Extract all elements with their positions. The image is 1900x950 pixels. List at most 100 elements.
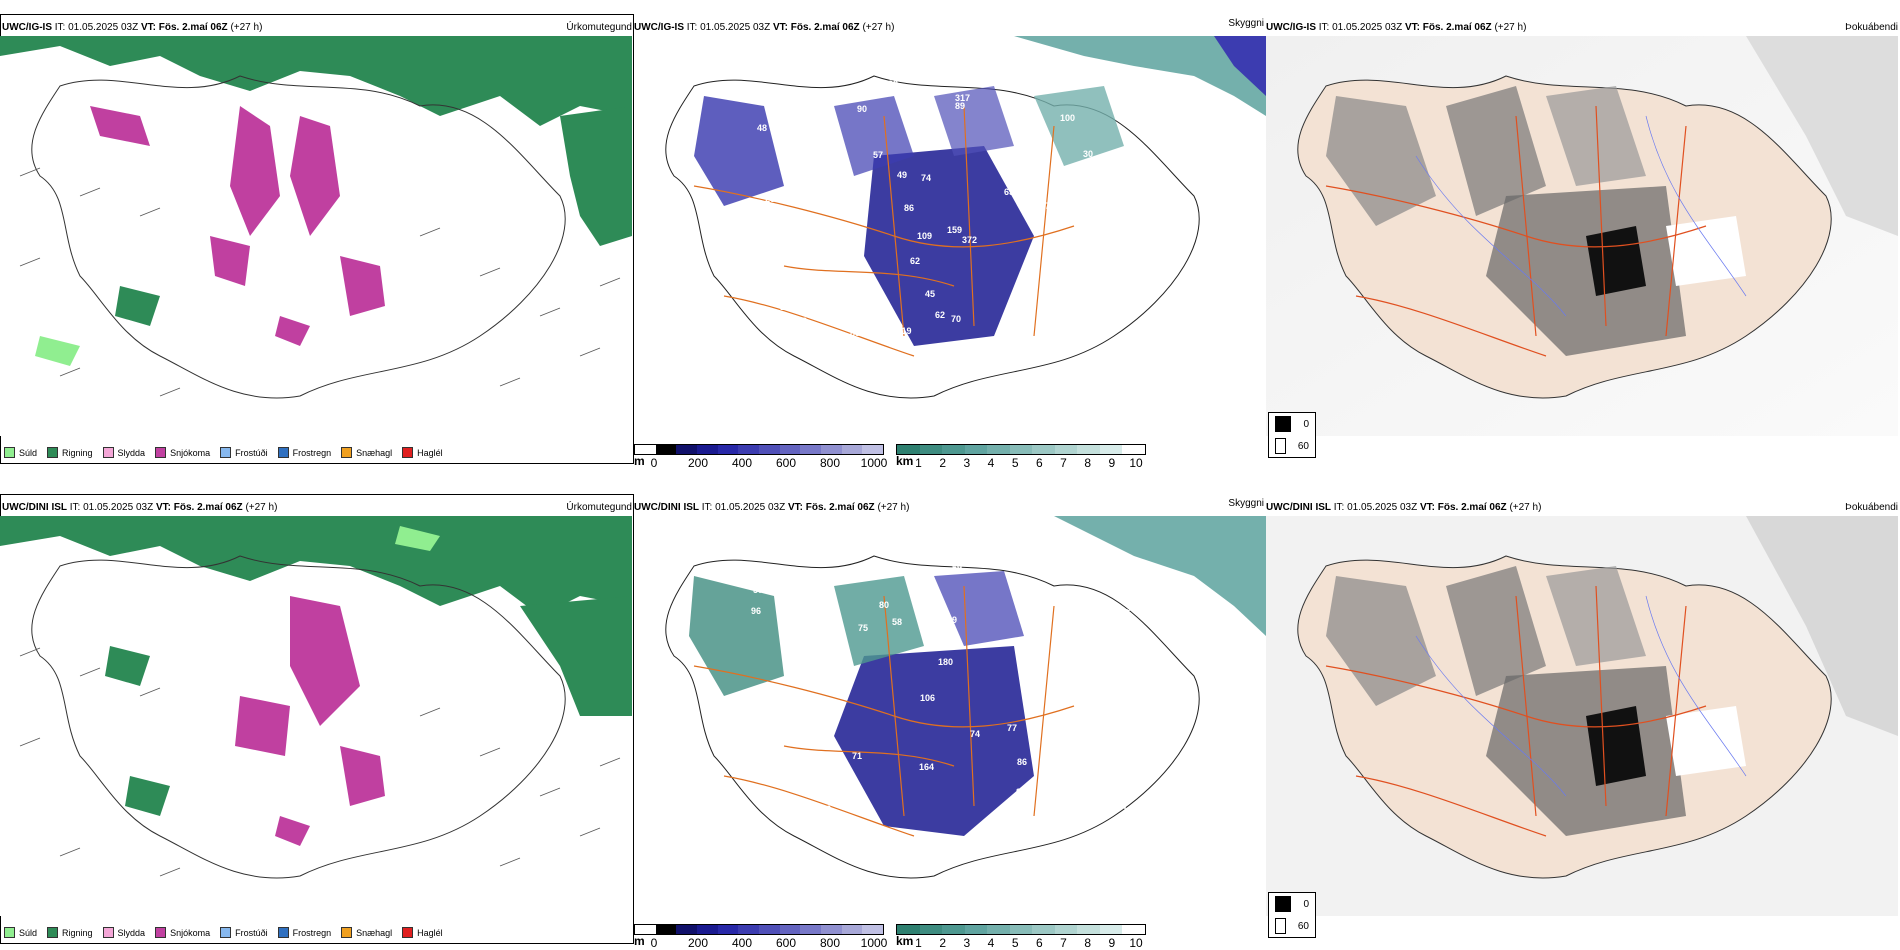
- colorbar-cell: [1122, 445, 1146, 454]
- colorbar-cell: [1032, 445, 1055, 454]
- visibility-value-label: 267: [1023, 585, 1038, 595]
- colorbar-cell: [1009, 925, 1033, 934]
- visibility-value-label: 93: [843, 89, 853, 99]
- init-time: 01.05.2025 03Z: [715, 502, 786, 513]
- visibility-value-label: 114: [883, 82, 898, 92]
- visibility-map: 71 73 65 89 85 91 96 86 119 239 70 62 54 80 66 159 93 45 6…: [634, 36, 1266, 436]
- legend-item: Snjókoma: [155, 447, 210, 458]
- visibility-value-label: 199: [846, 323, 861, 333]
- visibility-panel-row2: UWC/DINI ISL IT: 01.05.2025 03Z VT: Fös.…: [634, 494, 1266, 950]
- colorbar-ticks: 1 2 3 4 5 6 7 8 9 10: [896, 455, 1146, 470]
- visibility-value-label: 90: [857, 104, 867, 114]
- colorbar-tick-label: 4: [987, 456, 995, 470]
- legend-swatch: [341, 447, 353, 458]
- colorbar-tick-label: 6: [1035, 456, 1043, 470]
- visibility-value-label: 180: [938, 657, 953, 667]
- visibility-value-label: 74: [921, 173, 931, 183]
- colorbar-cell: [1099, 445, 1123, 454]
- fog-legend-item: 0: [1269, 413, 1315, 435]
- lead-time: (+27 h): [862, 22, 895, 33]
- model-name: UWC/DINI ISL: [634, 502, 699, 513]
- visibility-value-label: 100: [1060, 113, 1075, 123]
- precip-map: [0, 516, 632, 916]
- visibility-value-label: 45: [925, 289, 935, 299]
- colorbar-tick-label: 400: [731, 936, 753, 950]
- visibility-value-label: 85: [754, 89, 764, 99]
- colorbar-cell: [676, 925, 698, 934]
- colorbar-cell: [697, 445, 718, 454]
- colorbar-cell: [738, 925, 760, 934]
- colorbar-cell: [862, 445, 884, 454]
- visibility-value-label: 372: [962, 235, 977, 245]
- panel-title: Úrkomutegund: [566, 22, 632, 33]
- model-name: UWC/DINI ISL: [2, 502, 67, 513]
- legend-swatch: [102, 927, 114, 938]
- panel-header: UWC/IG-IS IT: 01.05.2025 03Z VT: Fös. 2.…: [1266, 20, 1900, 36]
- precip-panel-row2: UWC/DINI ISL IT: 01.05.2025 03Z VT: Fös.…: [0, 494, 634, 944]
- fog-swatch: [1275, 438, 1286, 454]
- visibility-value-label: 73: [1070, 183, 1080, 193]
- visibility-value-label: 62: [935, 310, 945, 320]
- legend-item: Frostúði: [220, 927, 268, 938]
- visibility-value-label: 74: [970, 729, 980, 739]
- visibility-value-label: 69: [835, 203, 845, 213]
- visibility-value-label: 48: [1099, 679, 1109, 689]
- visibility-value-label: 178: [753, 580, 768, 590]
- visibility-value-label: 64: [805, 756, 815, 766]
- visibility-value-label: 107: [1073, 213, 1088, 223]
- init-time: 01.05.2025 03Z: [83, 502, 154, 513]
- legend-swatch: [155, 447, 167, 458]
- model-name: UWC/IG-IS: [2, 22, 52, 33]
- visibility-value-label: 70: [1021, 188, 1031, 198]
- precip-legend: Súld Rigning Slydda Snjókoma Frostúði Fr…: [4, 927, 443, 938]
- colorbar-tick-label: 200: [687, 456, 709, 470]
- visibility-value-label: 18: [836, 634, 846, 644]
- legend-item: Súld: [4, 447, 37, 458]
- colorbar-ticks: 1 2 3 4 5 6 7 8 9 10: [896, 935, 1146, 950]
- visibility-value-label: 72: [937, 550, 947, 560]
- colorbar-cell: [987, 925, 1010, 934]
- panel-title: Þokuábendi: [1845, 502, 1898, 513]
- visibility-value-label: 89: [955, 101, 965, 111]
- visibility-value-label: 104: [1053, 326, 1068, 336]
- panel-header: UWC/DINI ISL IT: 01.05.2025 03Z VT: Fös.…: [1266, 500, 1900, 516]
- visibility-value-label: 30: [1083, 149, 1093, 159]
- visibility-value-label: 43: [952, 557, 962, 567]
- init-time: 01.05.2025 03Z: [1347, 502, 1418, 513]
- visibility-value-label: 116: [863, 569, 878, 579]
- colorbar-cell: [738, 445, 760, 454]
- visibility-value-label: 93: [1058, 230, 1068, 240]
- visibility-value-label: 49: [1085, 627, 1095, 637]
- colorbar-ticks: 0 200 400 600 800 1000: [634, 935, 888, 950]
- visibility-value-label: 119: [897, 326, 912, 336]
- colorbar-cell: [800, 925, 822, 934]
- colorbar-tick-label: 3: [963, 456, 971, 470]
- colorbar-tick-label: 5: [1011, 456, 1019, 470]
- colorbar-tick-label: 10: [1129, 936, 1143, 950]
- legend-swatch: [47, 927, 59, 938]
- legend-swatch: [155, 927, 167, 938]
- visibility-value-label: 159: [947, 225, 962, 235]
- visibility-value-label: 59: [952, 563, 962, 573]
- colorbar-tick-label: 3: [963, 936, 971, 950]
- colorbar-cells: [896, 924, 1146, 935]
- visibility-colorbar-km: 1 2 3 4 5 6 7 8 9 10 km: [896, 444, 1146, 470]
- visibility-value-label: 164: [919, 762, 934, 772]
- colorbar-cell: [1032, 925, 1055, 934]
- colorbar-tick-label: 1: [915, 936, 922, 950]
- colorbar-tick-label: 2: [939, 456, 946, 470]
- colorbar-cell: [1122, 925, 1146, 934]
- visibility-value-label: 57: [873, 150, 883, 160]
- colorbar-tick-label: 9: [1108, 936, 1116, 950]
- colorbar-tick-label: 1000: [860, 456, 888, 470]
- colorbar-cell: [759, 445, 780, 454]
- init-time: 01.05.2025 03Z: [700, 22, 771, 33]
- visibility-colorbar-m: 0 200 400 600 800 1000 m: [634, 924, 888, 950]
- colorbar-tick-label: 10: [1129, 456, 1143, 470]
- colorbar-tick-label: 9: [1108, 456, 1116, 470]
- panel-title: Skyggni: [1228, 498, 1264, 509]
- fog-swatch: [1275, 896, 1292, 912]
- legend-item: Rigning: [47, 447, 93, 458]
- colorbar-cell: [1054, 925, 1078, 934]
- colorbar-unit: m: [634, 454, 645, 468]
